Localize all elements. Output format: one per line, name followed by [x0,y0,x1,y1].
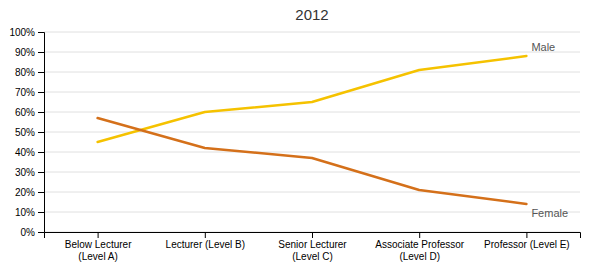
grid-line [44,52,580,53]
y-tick-label: 30% [15,167,35,178]
x-tick-label-line: Lecturer (Level B) [166,239,245,250]
x-tick-mark [98,232,99,238]
x-tick: Below Lecturer(Level A) [65,232,132,262]
grid-line [44,132,580,133]
grid-line [44,32,580,33]
x-tick-label-line: Below Lecturer [65,239,132,250]
y-tick: 90% [15,47,44,58]
y-tick-label: 100% [9,27,35,38]
x-tick-label-line: (Level C) [292,251,333,262]
y-tick: 30% [15,167,44,178]
y-tick-label: 20% [15,187,35,198]
x-tick-label-line: Associate Professor [375,239,465,250]
x-tick-label-line: Senior Lecturer [278,239,347,250]
y-tick: 0% [21,227,44,238]
y-tick-label: 0% [21,227,36,238]
y-tick-label: 50% [15,127,35,138]
y-tick: 20% [15,187,44,198]
grid [44,32,580,232]
y-tick-label: 60% [15,107,35,118]
y-tick-mark [38,232,44,233]
x-tick-mark [312,232,313,238]
y-tick-label: 40% [15,147,35,158]
y-axis: 0% 10% 20% 30% 40% 50% 60% 70% 80% 90% 100% [9,27,44,238]
y-tick: 40% [15,147,44,158]
grid-line [44,92,580,93]
y-tick-mark [38,152,44,153]
plot: 0% 10% 20% 30% 40% 50% 60% 70% 80% 90% 100% Below L… [9,27,580,262]
y-tick: 50% [15,127,44,138]
chart: 0% 10% 20% 30% 40% 50% 60% 70% 80% 90% 100% Below L… [0,0,600,274]
x-tick: Senior Lecturer(Level C) [278,232,347,262]
y-tick-mark [38,212,44,213]
x-tick-label: Senior Lecturer(Level C) [278,239,347,262]
x-tick-mark [419,232,420,238]
x-tick-label: Professor (Level E) [484,239,570,250]
x-tick-label-line: (Level A) [78,251,117,262]
y-tick-mark [38,132,44,133]
x-axis: Below Lecturer(Level A) Lecturer (Level B… [45,232,581,262]
x-tick: Lecturer (Level B) [166,232,245,250]
grid-line [44,72,580,73]
grid-line [44,172,580,173]
x-tick-label-line: (Level D) [399,251,440,262]
y-tick-mark [38,172,44,173]
series-line [98,118,527,204]
y-axis-line [38,33,45,233]
y-tick-mark [38,112,44,113]
x-tick: Associate Professor(Level D) [375,232,465,262]
y-tick: 10% [15,207,44,218]
x-tick-label: Lecturer (Level B) [166,239,245,250]
line-labels: Male Female [531,41,568,219]
y-tick-mark [38,192,44,193]
y-tick: 80% [15,67,44,78]
grid-line [44,192,580,193]
y-tick-mark [38,92,44,93]
y-tick-mark [38,52,44,53]
y-tick-label: 10% [15,207,35,218]
y-tick: 60% [15,107,44,118]
title: 2012 [295,6,328,23]
x-tick-mark [526,232,527,238]
y-tick-label: 90% [15,47,35,58]
grid-line [44,152,580,153]
x-tick-label: Below Lecturer(Level A) [65,239,132,262]
x-tick: Professor (Level E) [484,232,570,250]
grid-line [44,112,580,113]
y-tick: 100% [9,27,44,38]
y-tick: 70% [15,87,44,98]
y-tick-label: 70% [15,87,35,98]
x-axis-line [45,233,581,239]
series-label: Female [531,207,568,219]
series-label: Male [531,41,555,53]
x-tick-mark [205,232,206,238]
series-line [98,56,527,142]
lines [98,56,527,204]
y-tick-label: 80% [15,67,35,78]
y-tick-mark [38,32,44,33]
y-tick-mark [38,72,44,73]
x-tick-label-line: Professor (Level E) [484,239,570,250]
grid-line [44,212,580,213]
x-tick-label: Associate Professor(Level D) [375,239,465,262]
